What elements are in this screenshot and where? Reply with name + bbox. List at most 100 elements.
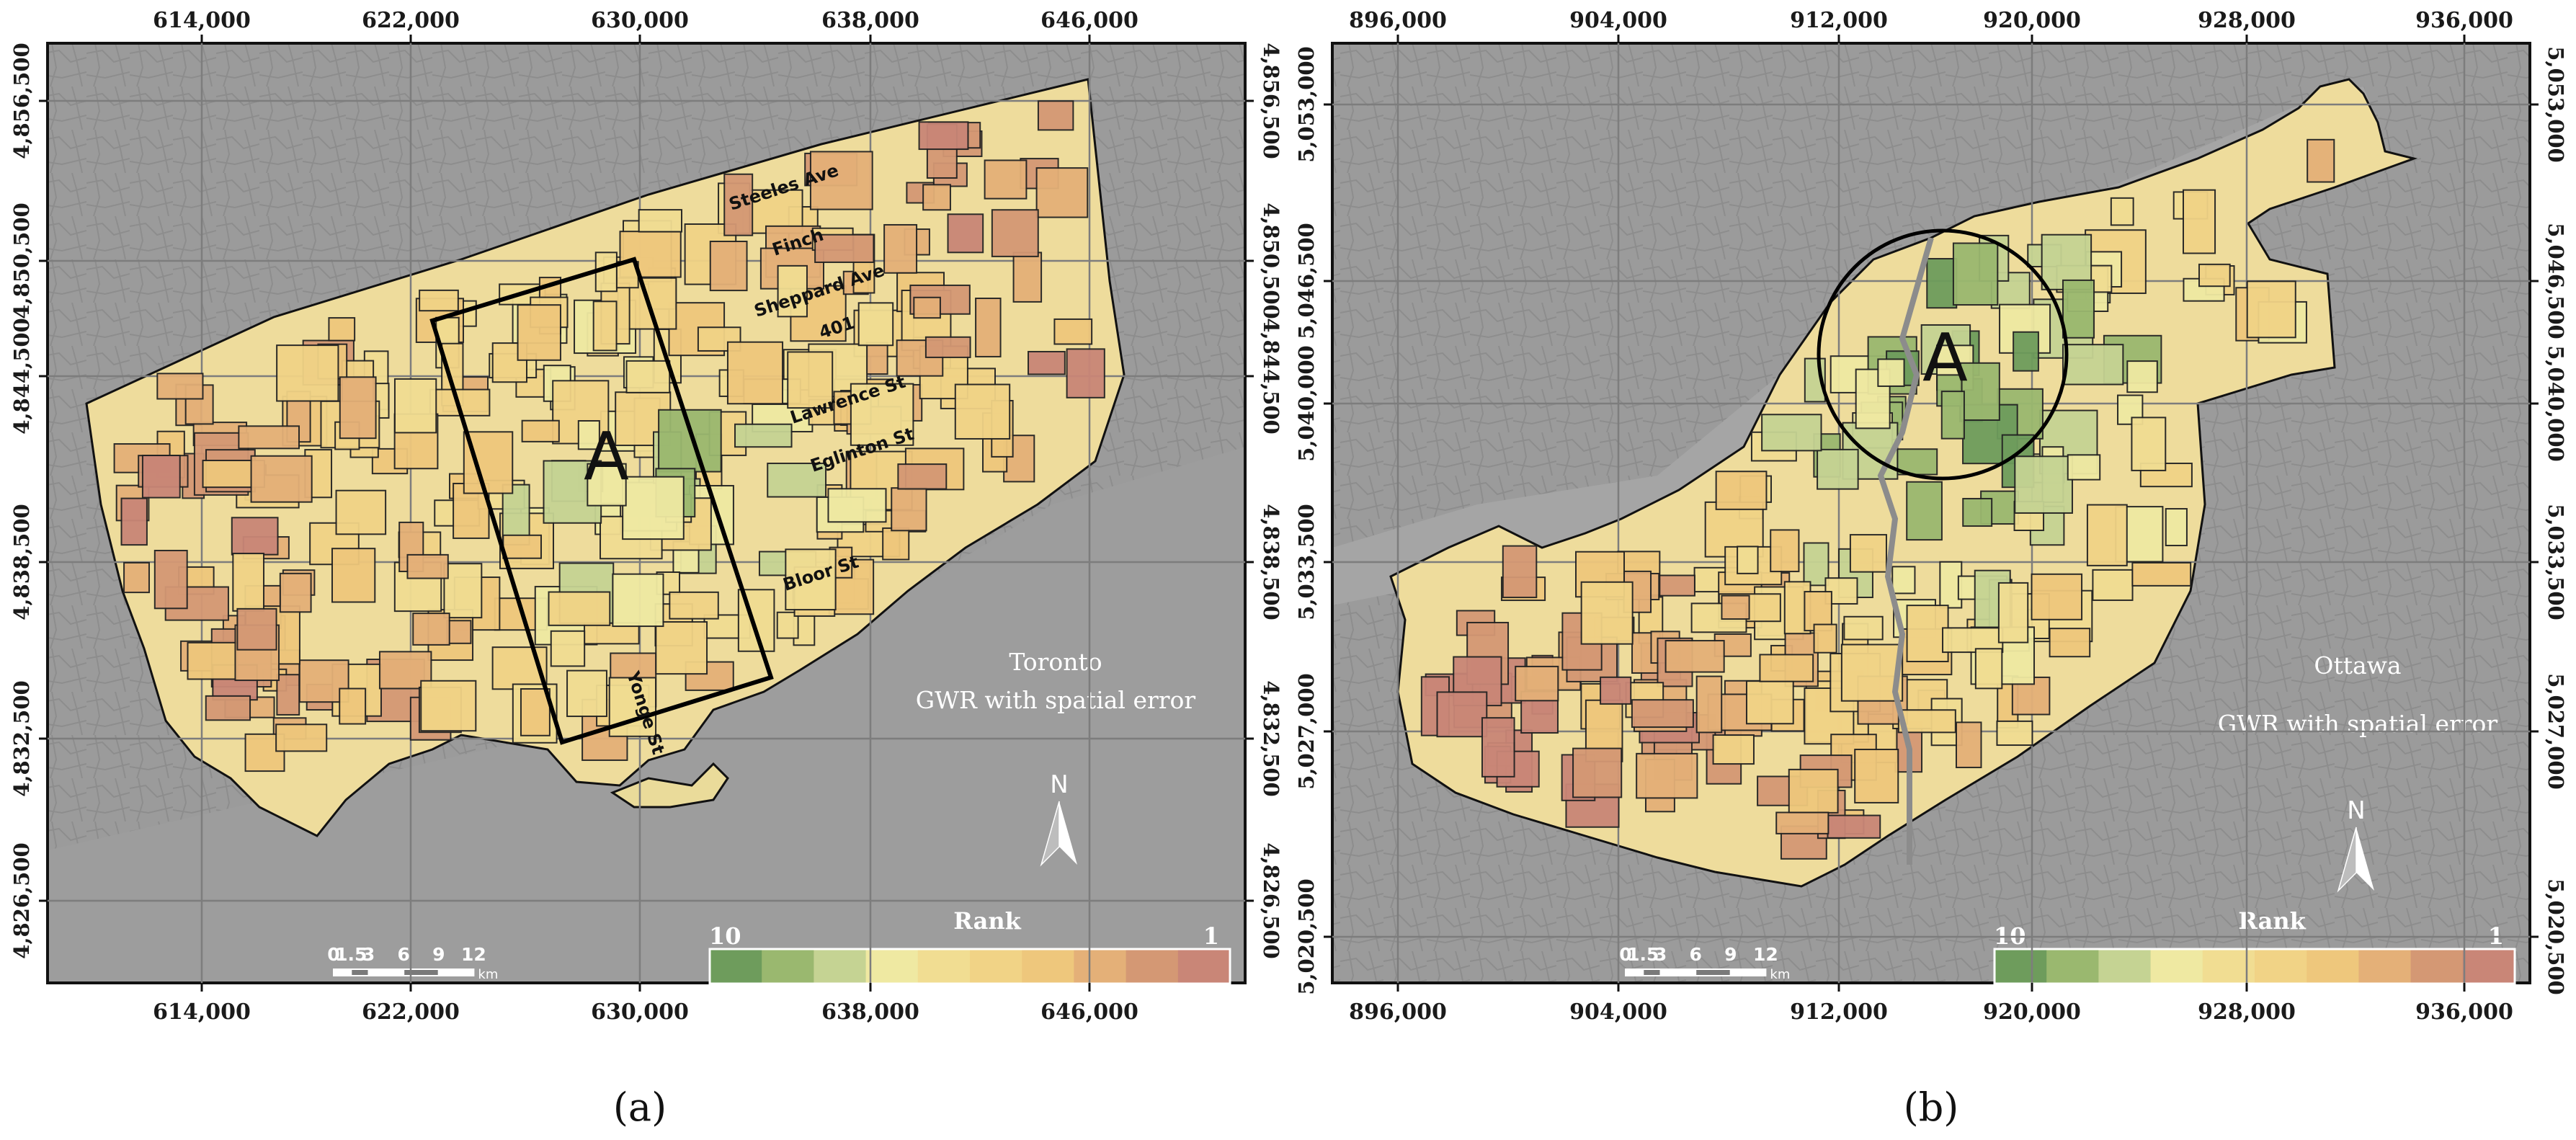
census-tract	[891, 487, 927, 532]
scale-segment	[1659, 968, 1697, 976]
legend-swatch	[2410, 949, 2464, 984]
census-tract	[1572, 747, 1623, 798]
rank-legend-b: Rank 10 1	[1993, 907, 2516, 985]
x-tick-top: 630,000	[591, 8, 689, 33]
scale-label: 6	[1689, 944, 1701, 965]
census-tract	[1906, 481, 1943, 541]
census-tract	[2092, 569, 2134, 601]
census-tract	[1737, 545, 1759, 574]
census-tract	[2182, 189, 2216, 254]
census-tract	[276, 674, 300, 716]
census-tract	[612, 573, 664, 628]
y-tick-left: 5,033,500	[1294, 504, 1319, 620]
census-tract	[2131, 561, 2192, 587]
y-tick-right: 5,033,500	[2544, 504, 2568, 620]
scale-segment	[333, 968, 352, 976]
x-tick-top: 614,000	[153, 8, 251, 33]
census-tract	[420, 680, 477, 732]
x-tick-top: 920,000	[1983, 8, 2081, 33]
census-tract	[726, 341, 784, 405]
y-tick-right: 4,832,500	[1259, 680, 1283, 796]
census-tract	[419, 289, 459, 312]
scale-segment	[367, 968, 405, 976]
legend-swatch	[2358, 949, 2412, 984]
census-tract	[1775, 811, 1830, 834]
scale-label: 12	[461, 944, 486, 965]
census-tract	[205, 695, 251, 721]
census-tract	[913, 296, 941, 319]
census-tract	[1712, 734, 1755, 765]
coordinate-ticks-a: 614,000 614,000 622,000 622,000 630,000 630,0…	[9, 8, 1283, 1025]
census-tract	[709, 241, 748, 292]
census-tract	[785, 548, 837, 611]
census-tract	[250, 455, 313, 503]
census-tract	[156, 373, 204, 400]
legend-swatch	[2098, 949, 2152, 984]
x-tick-top: 896,000	[1349, 8, 1447, 33]
census-tract	[734, 423, 793, 448]
y-tick-right: 4,856,500	[1259, 43, 1283, 159]
census-tract	[1813, 623, 1837, 654]
census-tract	[187, 641, 239, 680]
x-tick-bottom: 622,000	[362, 999, 460, 1025]
scale-label: 9	[432, 944, 445, 965]
y-tick-right: 5,020,500	[2544, 878, 2568, 994]
legend-swatch	[917, 949, 971, 984]
census-tract	[954, 383, 1011, 440]
census-tract	[723, 173, 754, 236]
scale-label: 12	[1753, 944, 1778, 965]
census-tract	[339, 376, 377, 440]
census-tract	[767, 463, 827, 498]
census-tract	[865, 342, 888, 375]
census-tract	[1761, 414, 1822, 452]
scale-label: 6	[397, 944, 409, 965]
scale-unit: km	[478, 967, 498, 982]
legend-swatch	[1995, 949, 2047, 984]
scale-bar-b: 01.53 6 9 12 km	[1619, 944, 1790, 982]
census-tract	[1788, 768, 1839, 814]
x-tick-top: 646,000	[1040, 8, 1138, 33]
y-tick-left: 4,826,500	[9, 842, 34, 958]
city-label-ottawa: Ottawa	[2314, 651, 2401, 680]
scale-segment	[350, 968, 370, 976]
scale-segment	[1695, 968, 1732, 976]
model-label-b: GWR with spatial error	[2218, 710, 2498, 738]
census-tract	[1436, 691, 1488, 738]
census-tract	[502, 534, 543, 559]
census-tract	[1897, 709, 1956, 734]
census-tract	[1631, 699, 1694, 729]
census-tract	[231, 517, 279, 556]
legend-swatch	[865, 949, 919, 984]
x-tick-bottom: 646,000	[1040, 999, 1138, 1025]
census-tract	[857, 302, 894, 347]
census-tract	[1580, 581, 1634, 645]
census-tract	[1745, 680, 1794, 725]
census-tract	[550, 630, 586, 667]
scale-segment	[1625, 968, 1644, 976]
census-tract	[443, 563, 483, 619]
y-tick-right: 5,040,000	[2544, 345, 2568, 461]
census-tract	[236, 607, 277, 651]
y-tick-right: 5,053,000	[2544, 46, 2568, 162]
census-tract	[276, 344, 339, 402]
census-tract	[787, 351, 834, 409]
census-tract	[827, 488, 887, 523]
choropleth-cells	[113, 100, 1105, 772]
y-tick-left: 5,040,000	[1294, 345, 1319, 461]
legend-swatch	[814, 949, 867, 984]
census-tract	[1940, 391, 1965, 440]
legend-swatch	[1177, 949, 1231, 984]
legend-title: Rank	[2238, 907, 2306, 935]
census-tract	[1926, 258, 1958, 309]
census-tract	[1664, 640, 1725, 673]
census-tract	[1066, 348, 1105, 398]
census-tract	[123, 561, 150, 594]
y-tick-right: 4,826,500	[1259, 842, 1283, 958]
census-tract	[1600, 676, 1632, 705]
census-tract	[587, 463, 627, 507]
census-tract	[2031, 573, 2083, 620]
census-tract	[1481, 717, 1515, 778]
census-tract	[232, 553, 265, 612]
scale-label: 3	[1654, 944, 1667, 965]
